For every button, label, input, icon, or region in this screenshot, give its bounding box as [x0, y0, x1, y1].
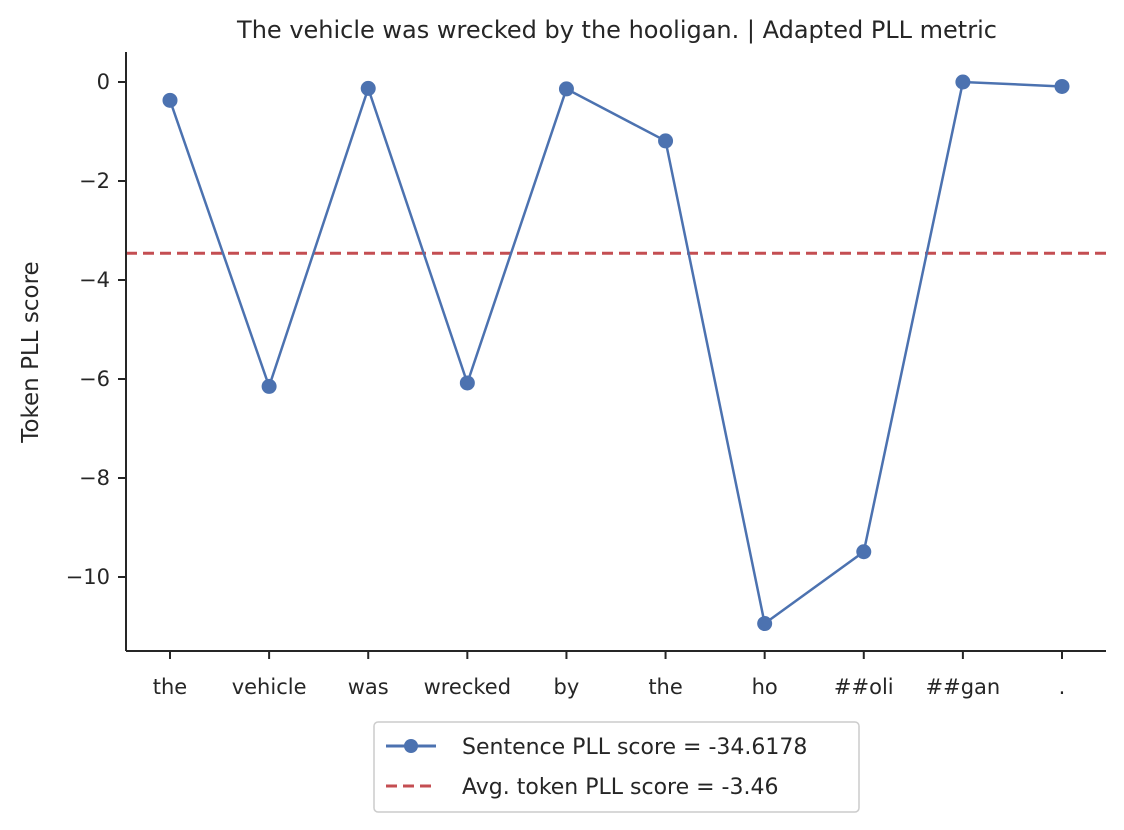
data-point — [261, 378, 277, 394]
y-tick-label: −4 — [79, 268, 110, 292]
data-point — [162, 92, 178, 108]
data-point — [955, 74, 971, 90]
y-tick-label: −8 — [79, 466, 110, 490]
data-point — [856, 544, 872, 560]
x-tick-label: ho — [752, 675, 778, 699]
y-axis-ticks: 0 −2 −4 −6 −8 −10 — [66, 70, 126, 589]
data-points — [162, 74, 1070, 632]
x-tick-label: the — [153, 675, 187, 699]
legend-reference-label: Avg. token PLL score = -3.46 — [462, 775, 778, 800]
legend-series-marker — [404, 739, 418, 753]
legend-frame — [373, 721, 860, 813]
x-tick-label: wrecked — [424, 675, 511, 699]
y-tick-label: −6 — [79, 367, 110, 391]
x-tick-label: was — [348, 675, 389, 699]
legend: Sentence PLL score = -34.6178 Avg. token… — [373, 721, 860, 813]
chart-title: The vehicle was wrecked by the hooligan.… — [236, 16, 997, 44]
series-line — [168, 80, 1063, 626]
y-tick-label: −2 — [79, 169, 110, 193]
y-tick-label: 0 — [97, 70, 110, 94]
x-tick-label: vehicle — [232, 675, 307, 699]
x-tick-label: ##gan — [926, 675, 1001, 699]
legend-series-label: Sentence PLL score = -34.6178 — [462, 735, 807, 760]
x-tick-label: by — [554, 675, 580, 699]
data-point — [1054, 78, 1070, 94]
x-tick-label: . — [1059, 675, 1066, 699]
x-axis-ticks: the vehicle was wrecked by the ho ##oli ##gan. — [153, 651, 1066, 699]
x-tick-label: the — [648, 675, 682, 699]
data-point — [658, 133, 674, 149]
data-point — [360, 80, 376, 96]
data-point — [459, 375, 475, 391]
y-axis-label: Token PLL score — [18, 261, 44, 443]
data-point — [757, 616, 773, 632]
y-tick-label: −10 — [66, 565, 110, 589]
data-point — [558, 81, 574, 97]
x-tick-label: ##oli — [834, 675, 894, 699]
